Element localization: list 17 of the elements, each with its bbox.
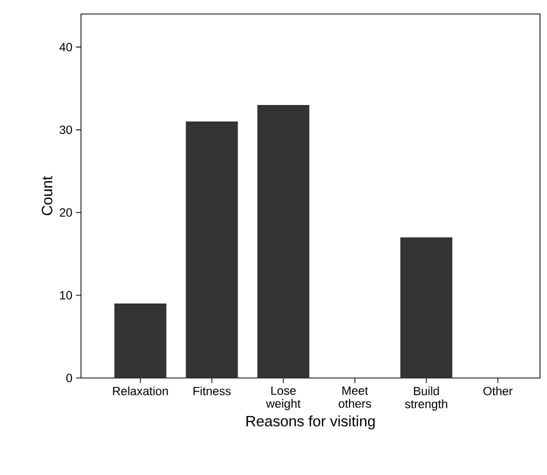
- bar: [186, 122, 238, 378]
- bar: [400, 237, 452, 378]
- y-tick-label: 30: [60, 126, 72, 134]
- bar: [114, 304, 166, 378]
- y-axis-title: Count: [42, 176, 52, 216]
- x-tick-label: Relaxation: [113, 386, 168, 396]
- x-tick-label: Other: [483, 386, 513, 396]
- y-tick-label: 10: [60, 291, 72, 300]
- x-tick-label: Build strength: [405, 386, 448, 411]
- x-tick-label: Lose weight: [266, 386, 301, 410]
- y-tick-label: 20: [60, 208, 72, 217]
- bar: [257, 104, 310, 378]
- x-axis-title: Reasons for visiting: [246, 415, 375, 430]
- y-tick-label: 40: [59, 42, 72, 52]
- x-tick-label: Fitness: [194, 386, 231, 396]
- x-tick-label: Meet others: [338, 386, 372, 408]
- y-tick-label: 0: [66, 374, 72, 382]
